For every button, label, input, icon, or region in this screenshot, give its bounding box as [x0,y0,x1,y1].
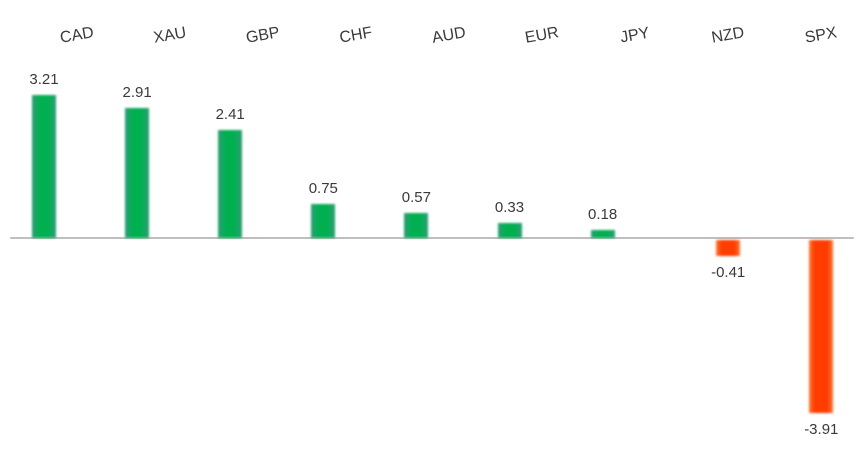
category-label-aud: AUD [430,24,467,47]
bar-aud [404,212,429,238]
bar-cad [32,94,56,238]
value-label-nzd: -0.41 [711,264,746,282]
value-label-xau: 2.91 [122,83,152,101]
value-label-chf: 0.75 [308,180,338,198]
category-label-gbp: GBP [244,24,281,47]
value-label-spx: -3.91 [804,420,839,438]
category-label-jpy: JPY [619,24,651,47]
bar-jpy [590,229,615,238]
x-axis-line [10,237,854,240]
category-label-nzd: NZD [710,24,746,47]
category-label-spx: SPX [803,24,839,47]
bar-eur [497,223,522,238]
bar-gbp [218,130,243,238]
category-label-cad: CAD [58,24,95,47]
bar-xau [125,107,150,238]
category-label-eur: EUR [523,24,561,47]
value-label-jpy: 0.18 [587,205,618,223]
value-label-eur: 0.33 [494,199,525,217]
value-label-cad: 3.21 [29,70,59,88]
category-label-chf: CHF [338,24,374,47]
category-label-xau: XAU [151,24,188,47]
value-label-gbp: 2.41 [215,106,245,124]
bar-nzd [716,240,741,257]
bar-spx [809,240,834,413]
value-label-aud: 0.57 [401,188,431,206]
bar-chf [311,204,336,238]
